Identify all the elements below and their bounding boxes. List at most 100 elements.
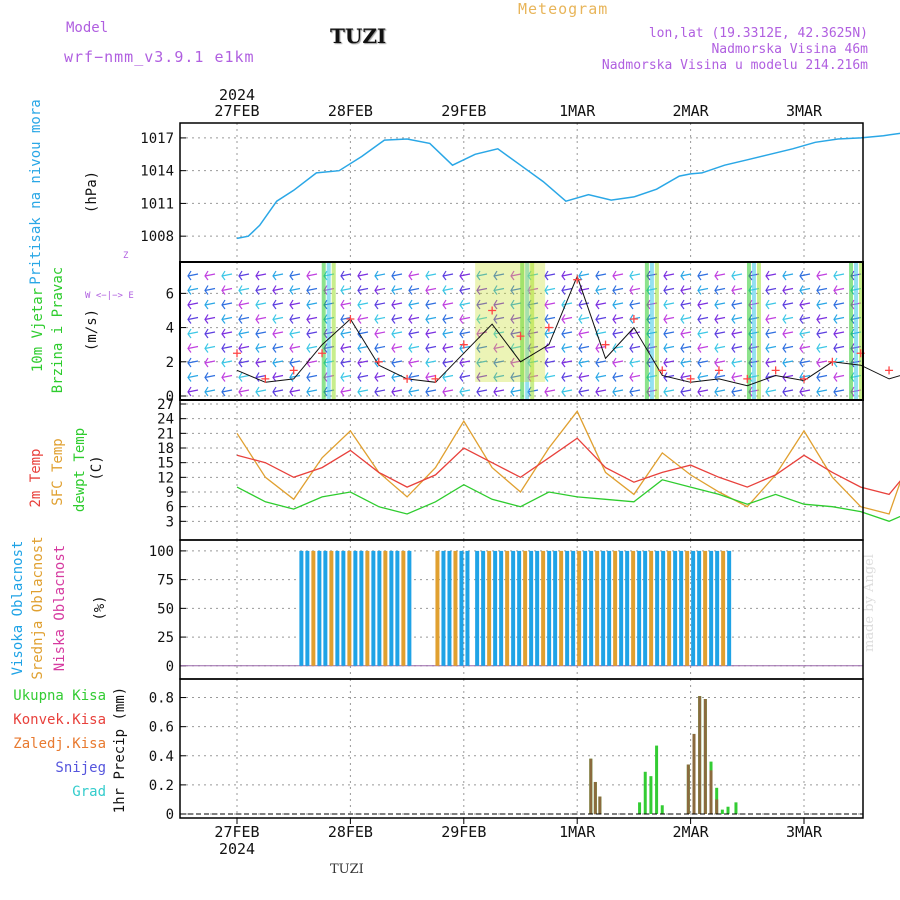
- wind-arrow-head: [255, 357, 260, 368]
- wind-arrow-head: [629, 299, 634, 310]
- wind-arrow: [459, 389, 471, 393]
- wind-arrow-head: [255, 386, 260, 397]
- wind-arrow-head: [561, 270, 566, 281]
- wind-arrow: [272, 374, 284, 379]
- cloud-bar: [389, 550, 394, 666]
- wind-arrow: [833, 273, 845, 277]
- wind-arrow: [289, 273, 301, 277]
- wind-arrow: [425, 360, 437, 364]
- wind-arrow: [357, 345, 369, 350]
- wind-arrow-head: [561, 372, 566, 382]
- wind-gust-marker: [686, 374, 695, 383]
- wind-arrow-head: [357, 328, 362, 339]
- wind-arrow-head: [595, 386, 600, 397]
- wind-arrow: [765, 287, 777, 292]
- wind-arrow: [374, 331, 386, 335]
- wind-arrow-head: [493, 299, 498, 310]
- cloud-bar: [377, 550, 382, 666]
- wind-arrow: [238, 316, 250, 321]
- wind-arrow-head: [391, 270, 396, 281]
- wind-strong-band: [475, 262, 546, 382]
- wind-arrow: [680, 345, 692, 350]
- wind-arrow-head: [612, 386, 617, 397]
- wind-arrow: [595, 345, 607, 350]
- wind-arrow: [714, 389, 726, 393]
- wind-arrow-head: [221, 343, 226, 353]
- wind-arrow-head: [391, 314, 396, 324]
- wind-arrow: [255, 331, 267, 335]
- wind-arrow-head: [238, 386, 243, 397]
- wind-strong-band: [854, 262, 859, 400]
- cloud-bar: [709, 550, 714, 666]
- precip-bar-total: [726, 806, 730, 814]
- wind-arrow-head: [289, 343, 294, 353]
- temperature-ytick-label: 6: [166, 500, 174, 516]
- wind-arrow-head: [204, 299, 209, 310]
- precip-bar-conv: [709, 770, 713, 814]
- wind-arrow-head: [238, 285, 243, 295]
- wind-arrow-head: [816, 270, 821, 281]
- wind-arrow-head: [578, 386, 583, 397]
- wind-arrow: [442, 374, 454, 379]
- wind-arrow-head: [187, 372, 192, 382]
- cloud-bar: [541, 550, 546, 666]
- wind-arrow-head: [731, 285, 736, 295]
- wind-arrow: [833, 389, 845, 393]
- cloud-bar: [673, 550, 678, 666]
- cloud-bar: [631, 550, 636, 666]
- wind-arrow-head: [595, 343, 600, 353]
- wind-arrow: [833, 316, 845, 321]
- wind-strong-band: [746, 262, 751, 400]
- wind-arrow: [187, 287, 199, 292]
- wind-arrow-head: [731, 314, 736, 324]
- wind-arrow: [476, 389, 488, 393]
- wind-arrow: [799, 345, 811, 350]
- wind-arrow-head: [221, 386, 226, 397]
- wind-ylabel-sub: Brzina i Pravac: [50, 267, 66, 393]
- wind-arrow: [476, 331, 488, 335]
- wind-arrow-head: [204, 314, 209, 324]
- wind-arrow: [663, 374, 675, 379]
- clouds-ytick-label: 75: [157, 573, 174, 589]
- wind-arrow: [697, 331, 709, 335]
- wind-arrow-head: [680, 357, 685, 368]
- wind-arrow: [493, 316, 505, 321]
- wind-arrow-head: [476, 270, 481, 281]
- cloud-bar: [553, 550, 558, 666]
- wind-arrow-head: [697, 357, 702, 368]
- wind-arrow-head: [578, 372, 583, 382]
- wind-arrow: [255, 389, 267, 393]
- wind-arrow-head: [816, 299, 821, 310]
- wind-arrow-head: [306, 386, 311, 397]
- wind-arrow: [187, 345, 199, 350]
- cloud-bar: [643, 550, 648, 666]
- wind-arrow-head: [629, 343, 634, 353]
- wind-arrow-head: [510, 386, 515, 397]
- wind-arrow-head: [357, 343, 362, 353]
- wind-arrow-head: [731, 386, 736, 397]
- wind-speed-line: [236, 274, 900, 387]
- wind-arrow: [612, 302, 624, 306]
- wind-arrow: [374, 287, 386, 292]
- wind-arrow: [544, 374, 556, 379]
- wind-arrow-head: [697, 386, 702, 397]
- wind-arrow: [425, 273, 437, 277]
- wind-arrow-head: [578, 357, 583, 368]
- footer-station-label: TUZI: [330, 862, 364, 877]
- wind-arrow: [510, 345, 522, 350]
- wind-arrow-head: [612, 343, 617, 353]
- wind-arrow: [561, 273, 573, 277]
- wind-arrow: [714, 287, 726, 292]
- wind-arrow: [578, 345, 590, 350]
- wind-arrow-head: [221, 372, 226, 382]
- cloud-bar: [395, 550, 400, 666]
- wind-arrow: [357, 302, 369, 306]
- wind-arrow: [459, 273, 471, 277]
- wind-arrow-head: [374, 328, 379, 339]
- wind-arrow-head: [204, 328, 209, 339]
- wind-arrow-head: [425, 343, 430, 353]
- wind-arrow-head: [408, 343, 413, 353]
- wind-arrow-head: [612, 328, 617, 339]
- cloud-bar: [661, 550, 666, 666]
- wind-arrow-head: [561, 386, 566, 397]
